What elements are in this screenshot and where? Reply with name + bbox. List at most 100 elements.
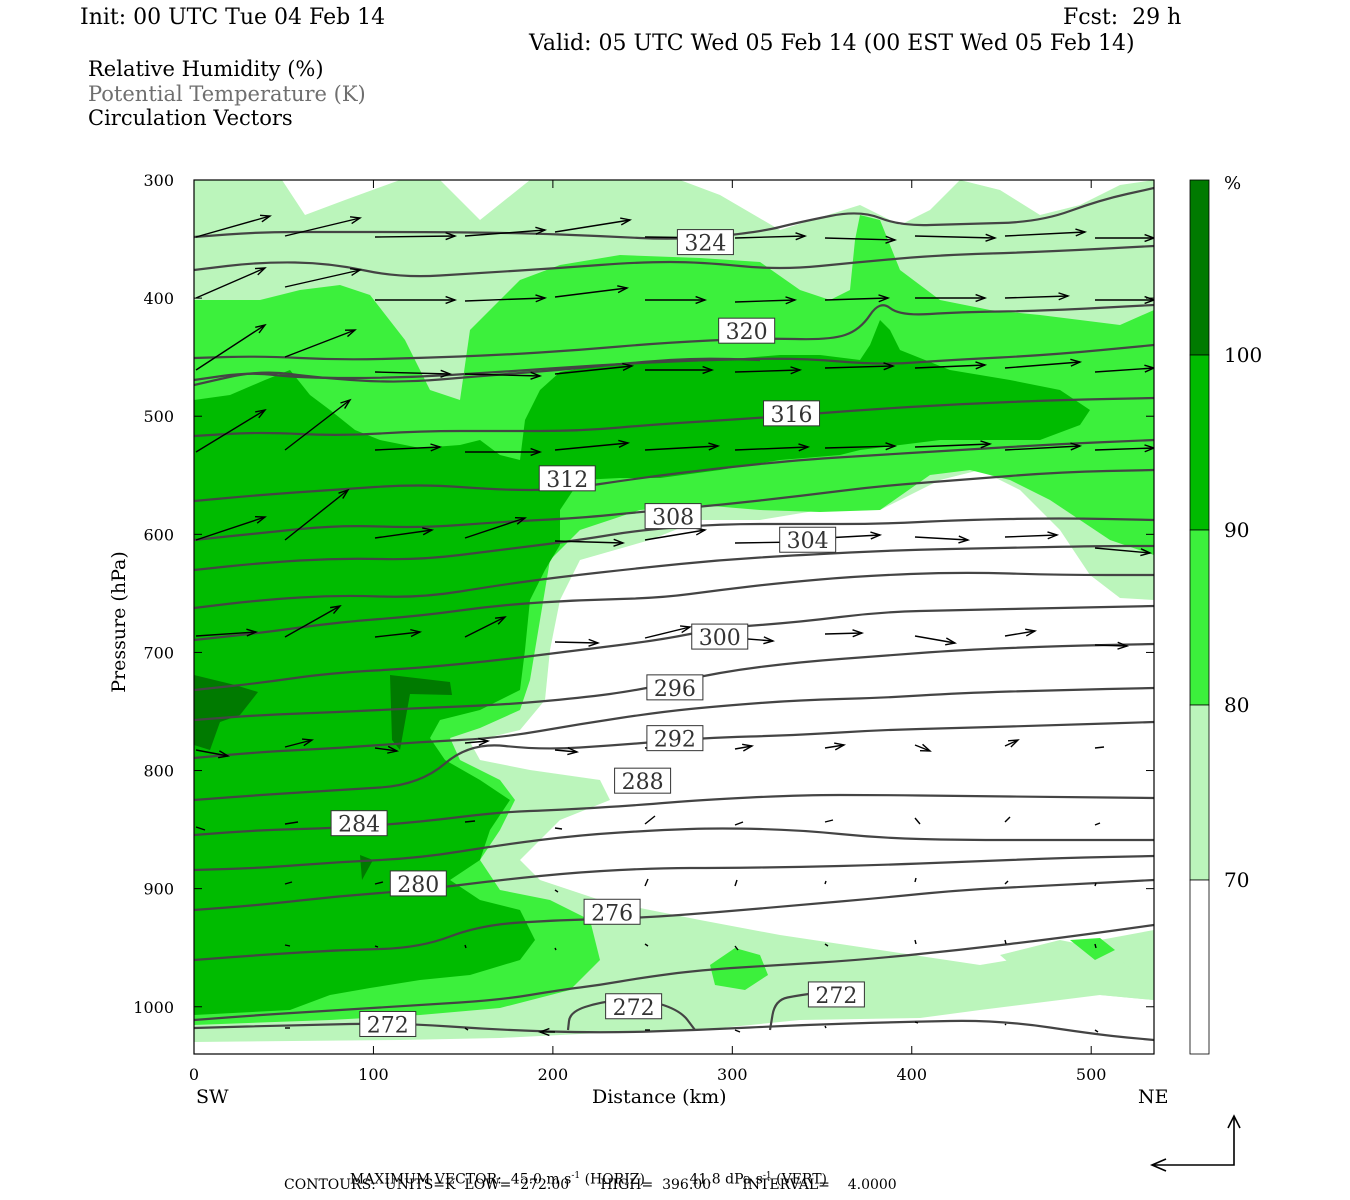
vector-head: [349, 216, 362, 225]
circulation-vector: [554, 638, 601, 647]
vector-shaft: [195, 409, 266, 453]
vector-head: [679, 625, 692, 634]
circulation-vector: [464, 820, 476, 823]
vector-head: [975, 361, 988, 370]
circulation-vector: [1094, 943, 1097, 949]
circulation-vector: [284, 329, 357, 358]
vector-shaft: [554, 442, 629, 451]
vector-head: [440, 369, 453, 378]
circulation-vector: [1094, 547, 1153, 557]
vector-head: [613, 538, 626, 547]
colorbar-unit: %: [1224, 173, 1241, 194]
vector-shaft: [644, 445, 719, 451]
vector-head: [567, 747, 580, 756]
vert-value: 41.8 dPa s: [689, 1171, 763, 1188]
legend-rh: Relative Humidity (%): [88, 57, 324, 81]
circulation-vector: [914, 1021, 919, 1024]
colorbar-segment: [1189, 879, 1210, 1055]
vector-head: [1144, 233, 1154, 243]
theta-label: 296: [646, 674, 704, 702]
contours-line: CONTOURS: UNITS=K LOW= 272.00 HIGH= 396.…: [284, 1177, 897, 1193]
vector-shaft: [1094, 882, 1097, 887]
vector-shaft: [554, 287, 628, 298]
vector-shaft: [734, 1029, 741, 1033]
vector-head: [1075, 228, 1088, 237]
circulation-vector: [734, 879, 738, 887]
vector-head: [410, 628, 423, 638]
theta-label-text: 280: [397, 873, 439, 898]
theta-label: 272: [359, 1010, 417, 1038]
circulation-vector: [734, 821, 744, 826]
vector-head: [1070, 442, 1083, 451]
vector-shaft: [644, 943, 649, 947]
circulation-vector: [824, 442, 898, 451]
vector-head: [975, 293, 988, 303]
vector-head: [785, 296, 798, 305]
circulation-vector: [824, 235, 898, 244]
vector-shaft: [734, 879, 738, 887]
circulation-vector: [1094, 1029, 1099, 1033]
horiz-exponent: -1: [571, 1171, 581, 1181]
circulation-vector: [374, 443, 443, 452]
theta-label-box: [779, 526, 837, 553]
x-end-label-right: NE: [1138, 1086, 1169, 1108]
x-axis-title: Distance (km): [592, 1086, 727, 1108]
vector-shaft: [914, 1021, 919, 1024]
vector-shaft: [1004, 816, 1011, 823]
vector-head: [255, 323, 267, 334]
vector-shaft: [914, 364, 986, 369]
theta-contour: [194, 468, 1154, 542]
theta-contour: [194, 438, 1154, 503]
vector-shaft: [1004, 295, 1069, 299]
vector-shaft: [1004, 445, 1081, 451]
y-tick-label: 500: [143, 407, 174, 426]
circulation-vector: [464, 1027, 469, 1031]
circulation-vector: [464, 294, 548, 303]
vector-head: [430, 443, 443, 452]
vector-shaft: [914, 235, 996, 239]
circulation-vector: [644, 815, 656, 825]
x-tick-label: 400: [896, 1065, 927, 1084]
x-tick-label: 0: [189, 1065, 199, 1084]
circulation-vector: [734, 743, 755, 752]
y-tick-label: 1000: [133, 998, 174, 1017]
vector-shaft: [554, 641, 599, 644]
vector-head: [445, 232, 458, 241]
circulation-vector: [1094, 364, 1154, 373]
theta-label-box: [644, 503, 702, 530]
circulation-vector: [824, 819, 834, 823]
vector-shaft: [824, 943, 829, 947]
theta-contour: [194, 854, 1154, 912]
vector-shaft: [554, 827, 563, 830]
circulation-vector: [914, 877, 917, 883]
forecast-hour: Fcst: 29 h: [1063, 5, 1182, 30]
vector-shaft: [195, 631, 257, 637]
theta-contour: [194, 1019, 1154, 1042]
vector-head: [537, 1027, 550, 1037]
circulation-vector: [195, 749, 231, 759]
circulation-vector: [734, 443, 811, 452]
theta-contour: [194, 303, 1154, 361]
theta-label: 304: [779, 526, 837, 554]
vector-head: [1144, 444, 1154, 453]
vector-shaft: [464, 616, 506, 638]
vector-shaft: [195, 324, 266, 371]
vector-head: [255, 408, 267, 419]
vector-head: [919, 743, 932, 752]
circulation-vector: [1004, 358, 1083, 369]
theta-label-text: 300: [699, 626, 741, 651]
circulation-vector: [734, 232, 808, 241]
vector-head: [702, 365, 715, 375]
theta-label: 300: [691, 623, 749, 651]
circulation-vector: [734, 366, 803, 375]
vector-head: [387, 745, 400, 754]
circulation-vector: [195, 628, 259, 637]
vector-shaft: [734, 446, 809, 451]
circulation-vector: [554, 538, 626, 547]
vector-head: [422, 527, 435, 536]
vector-head: [742, 743, 755, 752]
colorbar-segment: [1189, 704, 1210, 881]
vector-shaft: [284, 329, 356, 358]
vector-head: [344, 329, 357, 338]
